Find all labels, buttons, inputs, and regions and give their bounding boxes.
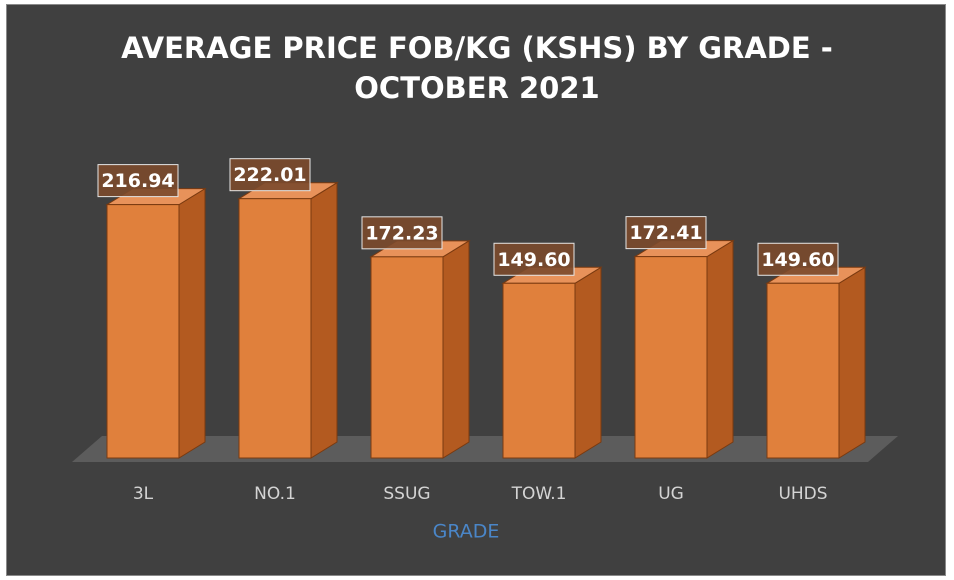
x-tick-label: UG — [658, 484, 684, 504]
data-label-box — [97, 164, 179, 198]
data-label: 216.94 — [101, 170, 174, 192]
x-axis-title: GRADE — [433, 521, 500, 543]
x-tick-label: TOW.1 — [511, 484, 567, 504]
data-label: 172.23 — [365, 222, 438, 244]
bar-side — [178, 187, 206, 459]
bar-side — [574, 266, 602, 459]
bar-side — [442, 239, 470, 459]
bar — [106, 204, 180, 459]
chart-title: AVERAGE PRICE FOB/KG (KSHS) BY GRADE - O… — [121, 31, 833, 105]
x-tick-label: UHDS — [778, 484, 827, 504]
data-label: 149.60 — [497, 249, 570, 271]
bar — [370, 256, 444, 459]
data-label: 149.60 — [761, 249, 834, 271]
x-tick-label: 3L — [133, 484, 154, 504]
bar-side — [310, 181, 338, 459]
data-label-box — [361, 216, 443, 250]
bar — [502, 282, 576, 459]
data-label-box — [493, 242, 575, 276]
x-tick-label: NO.1 — [254, 484, 296, 504]
bar-side — [838, 266, 866, 459]
data-label: 222.01 — [233, 164, 306, 186]
data-label: 172.41 — [629, 222, 702, 244]
bar — [766, 282, 840, 459]
bar — [238, 198, 312, 459]
bar-side — [706, 239, 734, 459]
data-label-box — [229, 158, 311, 192]
bar — [634, 256, 708, 459]
x-tick-label: SSUG — [383, 484, 430, 504]
data-label-box — [757, 242, 839, 276]
data-label-box — [625, 216, 707, 250]
